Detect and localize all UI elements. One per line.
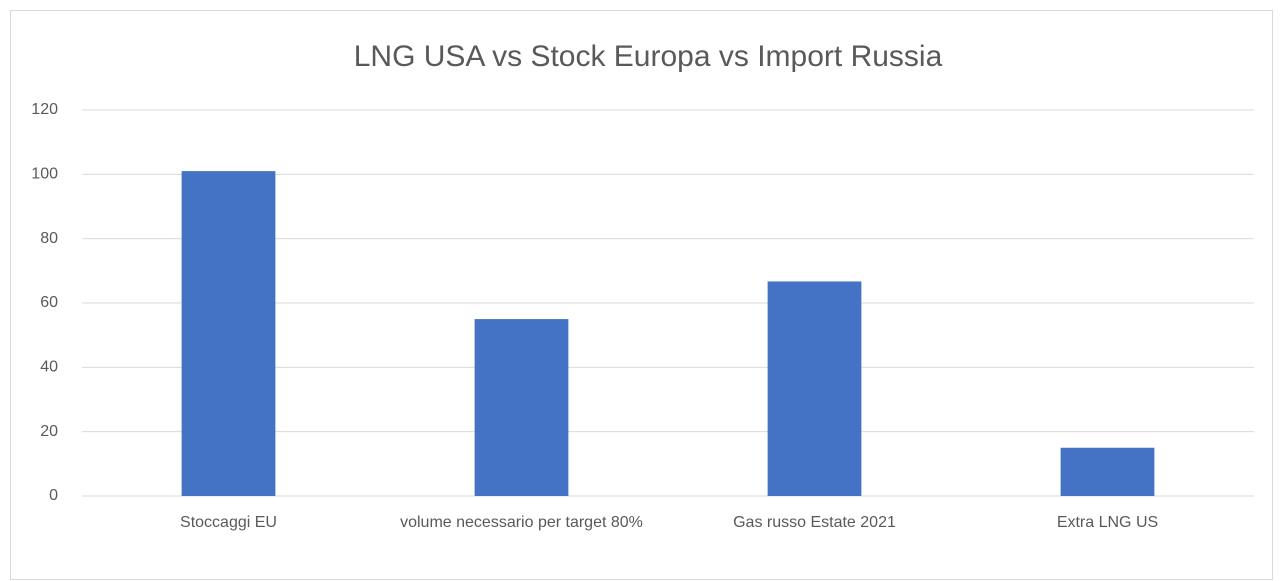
bar: [767, 281, 862, 496]
bar: [181, 171, 276, 496]
bar: [474, 319, 569, 496]
y-tick-label: 100: [31, 166, 58, 183]
x-tick-label: Stoccaggi EU: [180, 514, 277, 531]
y-tick-label: 60: [40, 294, 58, 311]
x-tick-label: volume necessario per target 80%: [400, 514, 643, 531]
y-tick-label: 80: [40, 230, 58, 247]
x-tick-label: Extra LNG US: [1056, 514, 1159, 531]
y-tick-label: 0: [49, 487, 58, 504]
y-tick-label: 20: [40, 423, 58, 440]
x-tick-label: Gas russo Estate 2021: [733, 514, 896, 531]
y-tick-label: 40: [40, 359, 58, 376]
bar: [1060, 447, 1155, 496]
chart-title: LNG USA vs Stock Europa vs Import Russia: [354, 40, 943, 73]
y-tick-label: 120: [31, 101, 58, 118]
